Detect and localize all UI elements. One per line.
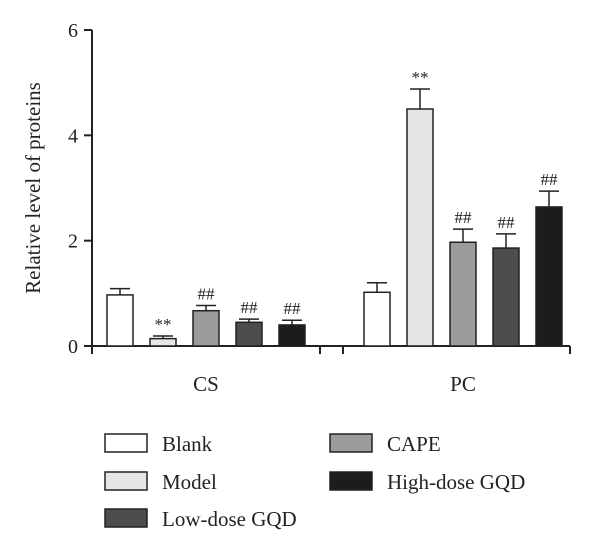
legend-label-model: Model: [162, 470, 217, 494]
legend: Blank Model CAPE Low-dose GQD High-dose GQD: [104, 432, 525, 531]
legend-swatch-low-dose-gqd: [104, 508, 148, 528]
bar-pc-blank: [363, 291, 391, 347]
significance-label: ##: [198, 284, 216, 303]
legend-swatch-blank: [104, 433, 148, 453]
significance-label: **: [155, 315, 172, 334]
y-tick-label: 6: [68, 20, 78, 42]
bar-cs-high-dose-gqd: [278, 324, 306, 347]
legend-label-low-dose-gqd: Low-dose GQD: [162, 507, 297, 531]
significance-label: **: [412, 68, 429, 87]
y-tick-label: 2: [68, 231, 78, 253]
category-label-cs: CS: [193, 372, 219, 396]
y-tick-label: 4: [68, 125, 78, 147]
bar-pc-high-dose-gqd: [535, 206, 563, 347]
significance-label: ##: [541, 170, 559, 189]
legend-swatch-model: [104, 471, 148, 491]
y-axis-label: Relative level of proteins: [21, 82, 45, 294]
bar-cs-low-dose-gqd: [235, 321, 263, 347]
bar-cs-cape: [192, 309, 220, 347]
bar-pc-low-dose-gqd: [492, 247, 520, 347]
significance-label: ##: [284, 299, 302, 318]
legend-swatch-high-dose-gqd: [329, 471, 373, 491]
significance-label: ##: [498, 213, 516, 232]
legend-label-blank: Blank: [162, 432, 213, 456]
category-label-pc: PC: [450, 372, 476, 396]
significance-label: ##: [455, 208, 473, 227]
legend-label-cape: CAPE: [387, 432, 441, 456]
significance-label: ##: [241, 298, 259, 317]
bars: ** ** ## ## ## ## ## ##: [106, 68, 563, 347]
y-tick-label: 0: [68, 336, 78, 358]
bar-pc-cape: [449, 241, 477, 347]
bar-pc-model: [406, 108, 434, 347]
bar-cs-blank: [106, 294, 134, 347]
bar-cs-model: [149, 337, 177, 347]
legend-swatch-cape: [329, 433, 373, 453]
legend-label-high-dose-gqd: High-dose GQD: [387, 470, 525, 494]
